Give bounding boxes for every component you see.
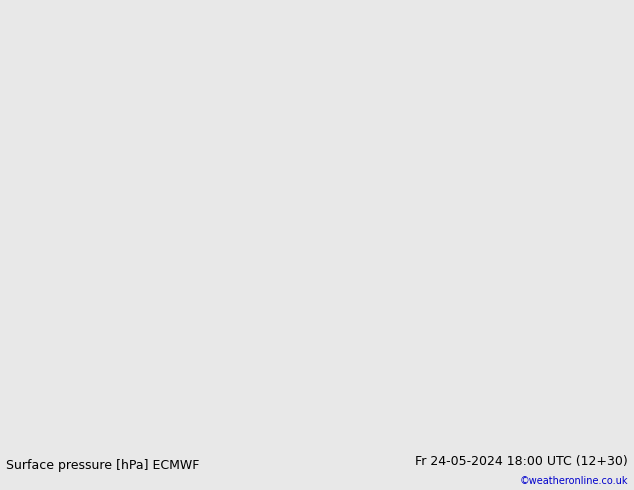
Text: Surface pressure [hPa] ECMWF: Surface pressure [hPa] ECMWF xyxy=(6,459,200,472)
Text: ©weatheronline.co.uk: ©weatheronline.co.uk xyxy=(519,476,628,486)
Text: Fr 24-05-2024 18:00 UTC (12+30): Fr 24-05-2024 18:00 UTC (12+30) xyxy=(415,455,628,468)
